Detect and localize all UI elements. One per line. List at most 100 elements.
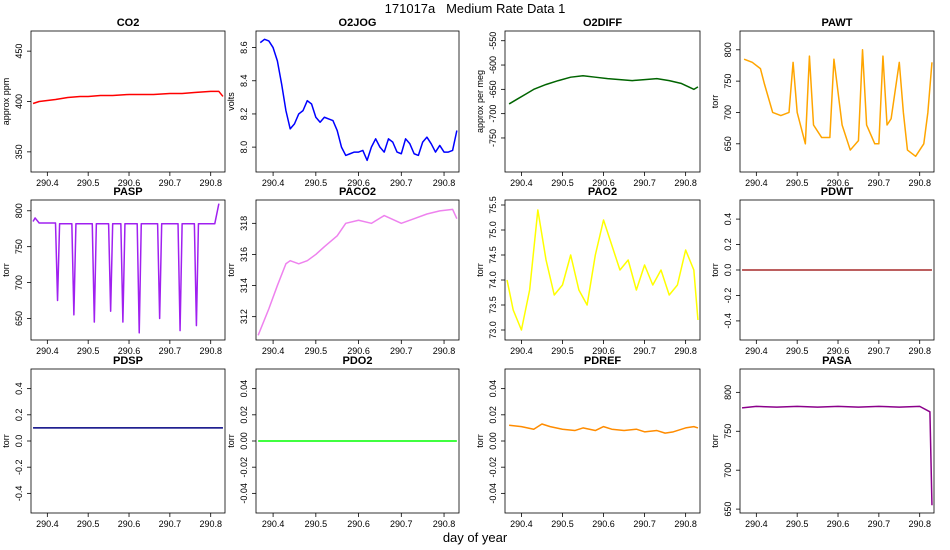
- y-tick-label: 0.00: [488, 432, 498, 450]
- x-tick-label: 290.7: [159, 519, 182, 529]
- y-tick-label: 0.4: [723, 213, 733, 226]
- plot-frame: [30, 199, 226, 341]
- x-tick-label: 290.6: [592, 346, 615, 356]
- plot-frame: [30, 368, 226, 514]
- x-tick-label: 290.8: [908, 346, 931, 356]
- x-tick-label: 290.6: [827, 178, 850, 188]
- x-tick-label: 290.6: [347, 178, 370, 188]
- y-tick-label: 8.2: [239, 108, 249, 121]
- x-tick-label: 290.8: [674, 178, 697, 188]
- panel-pdref: PDREF 290.4 290.5 290.6 290.7 290.8 -0.04 -0.02…: [475, 355, 701, 529]
- y-axis-label: approx per meg: [475, 70, 485, 133]
- x-tick-label: 290.6: [827, 346, 850, 356]
- y-tick-label: 800: [723, 42, 733, 57]
- series-line: [259, 38, 458, 162]
- y-tick-label: 73.0: [488, 321, 498, 339]
- x-tick-label: 290.7: [159, 346, 182, 356]
- y-tick-label: -0.4: [723, 313, 733, 329]
- series-line: [741, 405, 933, 506]
- x-tick-label: 290.6: [118, 519, 141, 529]
- y-tick-label: 316: [239, 247, 249, 262]
- y-tick-label: 650: [14, 311, 24, 326]
- x-tick-label: 290.5: [551, 346, 574, 356]
- panel-pdwt: PDWT 290.4 290.5 290.6 290.7 290.8 -0.4 -0.2 0.0…: [710, 186, 935, 356]
- x-tick-label: 290.8: [674, 519, 697, 529]
- x-tick-label: 290.8: [674, 346, 697, 356]
- x-tick-label: 290.4: [262, 519, 285, 529]
- x-tick-label: 290.4: [262, 346, 285, 356]
- series-line: [509, 423, 699, 434]
- panel-title: PASP: [113, 186, 142, 198]
- y-tick-label: 0.0: [723, 264, 733, 277]
- y-tick-label: 700: [14, 275, 24, 290]
- y-tick-label: -750: [488, 129, 498, 147]
- y-tick-label: 350: [14, 144, 24, 159]
- y-tick-label: -0.04: [488, 483, 498, 504]
- y-tick-label: -0.02: [488, 457, 498, 478]
- x-tick-label: 290.4: [510, 519, 533, 529]
- x-tick-label: 290.4: [745, 346, 768, 356]
- x-tick-label: 290.5: [77, 178, 100, 188]
- panel-title: PDWT: [821, 186, 854, 198]
- y-tick-label: 74.0: [488, 271, 498, 289]
- y-tick-label: 650: [723, 136, 733, 151]
- y-tick-label: 800: [14, 203, 24, 218]
- y-tick-label: 0.4: [14, 382, 24, 395]
- figure-title: 171017a Medium Rate Data 1: [384, 1, 566, 16]
- y-tick-label: 8.6: [239, 41, 249, 54]
- x-tick-label: 290.4: [36, 346, 59, 356]
- x-tick-label: 290.7: [633, 519, 656, 529]
- y-tick-label: 0.02: [239, 406, 249, 424]
- panel-title: O2JOG: [339, 17, 377, 29]
- plot-frame: [504, 30, 701, 173]
- series-line: [32, 203, 220, 334]
- y-tick-label: -0.2: [723, 288, 733, 304]
- y-tick-label: 318: [239, 216, 249, 231]
- x-tick-label: 290.7: [390, 519, 413, 529]
- x-tick-label: 290.5: [786, 519, 809, 529]
- x-tick-label: 290.7: [868, 519, 891, 529]
- y-tick-label: -600: [488, 56, 498, 74]
- y-tick-label: -700: [488, 105, 498, 123]
- x-tick-label: 290.4: [745, 178, 768, 188]
- y-axis-label: torr: [710, 263, 720, 277]
- plot-frame: [504, 199, 701, 341]
- x-tick-label: 290.4: [36, 519, 59, 529]
- y-axis-label: torr: [475, 434, 485, 448]
- x-axis-title: day of year: [442, 530, 508, 545]
- y-tick-label: 74.5: [488, 246, 498, 264]
- panel-title: PASA: [822, 355, 852, 367]
- y-tick-label: -0.2: [14, 459, 24, 475]
- panel-pao2: PAO2 290.4 290.5 290.6 290.7 290.8 73.0 73.5 74.…: [475, 186, 701, 356]
- y-tick-label: 314: [239, 278, 249, 293]
- y-tick-label: 0.02: [488, 406, 498, 424]
- panel-title: O2DIFF: [583, 17, 622, 29]
- y-tick-label: 0.0: [14, 435, 24, 448]
- y-tick-label: 0.00: [239, 432, 249, 450]
- x-tick-label: 290.4: [510, 178, 533, 188]
- panel-title: PDSP: [113, 355, 143, 367]
- plot-frame: [255, 199, 460, 341]
- y-tick-label: 8.4: [239, 75, 249, 88]
- x-tick-label: 290.6: [827, 519, 850, 529]
- series-line: [32, 90, 224, 105]
- x-tick-label: 290.8: [199, 519, 222, 529]
- x-tick-label: 290.7: [868, 346, 891, 356]
- y-tick-label: 450: [14, 44, 24, 59]
- y-tick-label: 750: [723, 424, 733, 439]
- plot-frame: [504, 368, 701, 514]
- series-line: [743, 49, 933, 158]
- y-tick-label: -0.4: [14, 486, 24, 502]
- y-tick-label: 750: [14, 239, 24, 254]
- y-tick-label: -550: [488, 32, 498, 50]
- y-axis-label: torr: [1, 434, 11, 448]
- x-tick-label: 290.8: [433, 346, 456, 356]
- x-tick-label: 290.5: [786, 346, 809, 356]
- y-tick-label: 650: [723, 502, 733, 517]
- y-tick-label: 0.2: [723, 238, 733, 251]
- y-tick-label: 312: [239, 309, 249, 324]
- panel-pdsp: PDSP 290.4 290.5 290.6 290.7 290.8 -0.4 -0.2 0.0…: [1, 355, 226, 529]
- y-axis-label: torr: [710, 95, 720, 109]
- plot-frame: [255, 30, 460, 173]
- panel-pasa: PASA 290.4 290.5 290.6 290.7 290.8 650 700 750 80…: [710, 355, 935, 529]
